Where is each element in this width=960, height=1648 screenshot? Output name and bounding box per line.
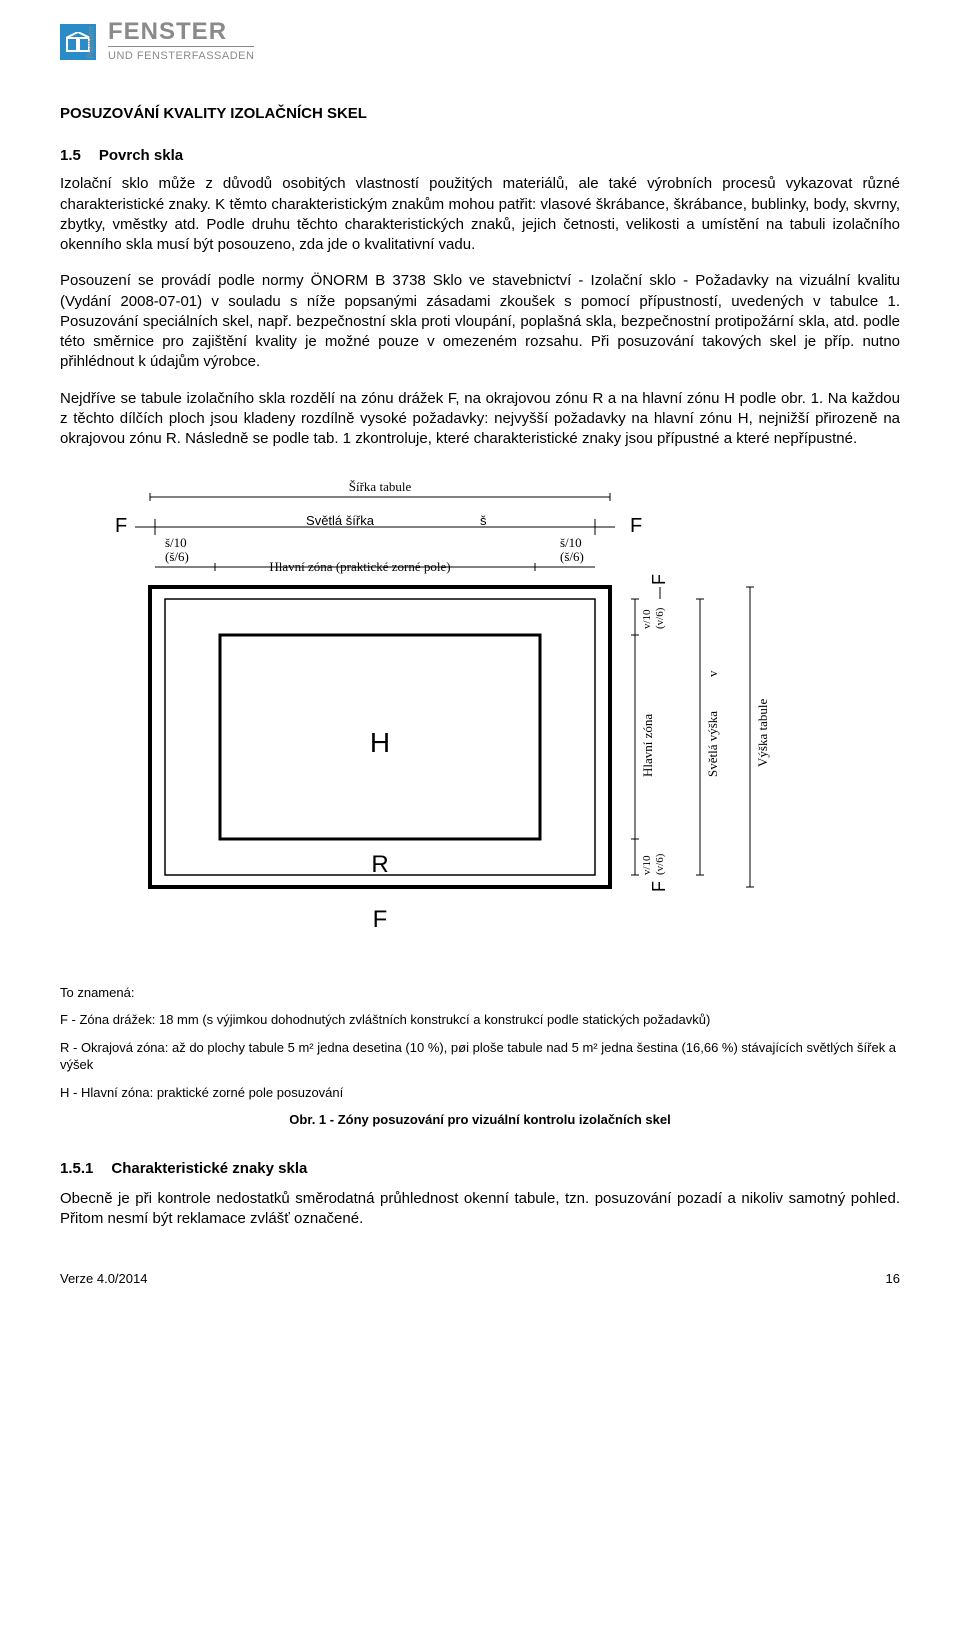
logo-vertical-text: Plattform: [87, 26, 98, 58]
footer-version: Verze 4.0/2014: [60, 1270, 147, 1288]
section-title: Povrch skla: [99, 146, 183, 166]
subsection-title: Charakteristické znaky skla: [111, 1159, 307, 1179]
section-number: 1.5: [60, 146, 81, 166]
dia-vfrac-b: v/10: [641, 855, 653, 875]
subsection-number: 1.5.1: [60, 1159, 93, 1179]
dia-vfrac-t: v/10: [641, 609, 653, 629]
page-title: POSUZOVÁNÍ KVALITY IZOLAČNÍCH SKEL: [60, 104, 900, 124]
dia-frac-l2: (š/6): [165, 549, 189, 564]
dia-F-tr: F: [630, 515, 642, 537]
legend-r: R - Okrajová zóna: až do plochy tabule 5…: [60, 1039, 900, 1074]
figure-caption: Obr. 1 - Zóny posuzování pro vizuální ko…: [60, 1111, 900, 1129]
paragraph-1: Izolační sklo může z důvodů osobitých vl…: [60, 174, 900, 255]
logo-block: Plattform FENSTER UND FENSTERFASSADEN: [60, 20, 900, 64]
dia-frac-r2: (š/6): [560, 549, 584, 564]
footer-page: 16: [886, 1270, 900, 1288]
dia-clear-width-sym: š: [480, 513, 487, 528]
logo-text: FENSTER UND FENSTERFASSADEN: [108, 20, 254, 64]
dia-frac-r: š/10: [560, 535, 582, 550]
dia-R: R: [371, 851, 388, 878]
dia-height-label: Výška tabule: [755, 699, 770, 767]
logo-subtitle: UND FENSTERFASSADEN: [108, 46, 254, 64]
dia-width-label: Šířka tabule: [349, 479, 412, 494]
legend-h: H - Hlavní zóna: praktické zorné pole po…: [60, 1084, 900, 1102]
dia-F-br: F: [649, 881, 669, 892]
dia-mainzone-v: Hlavní zóna: [640, 714, 655, 777]
dia-H: H: [370, 727, 390, 758]
paragraph-3: Nejdříve se tabule izolačního skla rozdě…: [60, 389, 900, 450]
legend-f: F - Zóna drážek: 18 mm (s výjimkou dohod…: [60, 1011, 900, 1029]
dia-clear-height: Světlá výška: [705, 711, 720, 777]
footer: Verze 4.0/2014 16: [60, 1270, 900, 1288]
dia-valt-b: (v/6): [654, 854, 666, 876]
dia-valt-t: (v/6): [654, 608, 666, 630]
dia-clear-height-sym: v: [705, 670, 720, 677]
paragraph-2: Posouzení se provádí podle normy ÖNORM B…: [60, 271, 900, 372]
paragraph-4: Obecně je při kontrole nedostatků směrod…: [60, 1189, 900, 1230]
logo-brand: FENSTER: [108, 20, 254, 44]
dia-frac-l: š/10: [165, 535, 187, 550]
dia-Fb: F: [373, 906, 388, 933]
section-heading: 1.5 Povrch skla: [60, 146, 900, 166]
dia-F-tl: F: [115, 515, 127, 537]
subsection-heading: 1.5.1 Charakteristické znaky skla: [60, 1159, 900, 1179]
dia-clear-width: Světlá šířka: [306, 513, 375, 528]
dia-F-r1: F: [649, 574, 669, 585]
zones-diagram: Šířka tabule F Světlá šířka š F š/10 (š/…: [60, 477, 820, 957]
legend-title: To znamená:: [60, 984, 900, 1002]
